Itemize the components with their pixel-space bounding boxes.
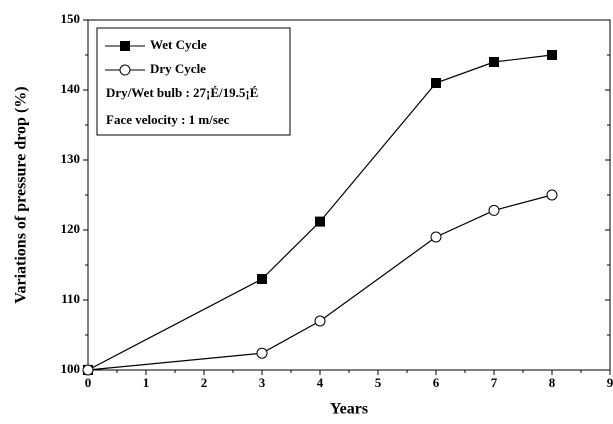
y-axis-label: Variations of pressure drop (%) [13, 86, 30, 303]
marker [257, 274, 267, 284]
annotation: Dry/Wet bulb : 27¡É/19.5¡É [106, 85, 258, 100]
legend-label: Dry Cycle [150, 61, 206, 76]
marker [430, 231, 442, 243]
marker [546, 189, 558, 201]
x-tick-label: 7 [491, 375, 498, 390]
marker [120, 41, 130, 51]
x-tick-label: 8 [549, 375, 556, 390]
y-tick-label: 110 [61, 291, 80, 306]
series-line [87, 194, 553, 371]
marker [256, 347, 268, 359]
x-tick-label: 4 [317, 375, 324, 390]
x-tick-label: 1 [143, 375, 150, 390]
marker [314, 315, 326, 327]
x-tick-label: 3 [259, 375, 266, 390]
y-tick-label: 150 [61, 11, 81, 26]
y-tick-label: 100 [61, 361, 81, 376]
marker [488, 204, 500, 216]
y-tick-label: 130 [61, 151, 81, 166]
marker [547, 50, 557, 60]
x-tick-label: 2 [201, 375, 208, 390]
x-tick-label: 5 [375, 375, 382, 390]
marker [431, 78, 441, 88]
series-line [87, 54, 553, 371]
marker [82, 364, 94, 376]
y-tick-label: 140 [61, 81, 81, 96]
x-tick-label: 0 [85, 375, 92, 390]
marker [119, 64, 131, 76]
annotation: Face velocity : 1 m/sec [106, 112, 230, 127]
marker [489, 57, 499, 67]
legend-label: Wet Cycle [150, 37, 207, 52]
x-tick-label: 6 [433, 375, 440, 390]
y-tick-label: 120 [61, 221, 81, 236]
x-axis-label: Years [330, 401, 368, 418]
marker [315, 216, 325, 227]
x-tick-label: 9 [607, 375, 613, 390]
